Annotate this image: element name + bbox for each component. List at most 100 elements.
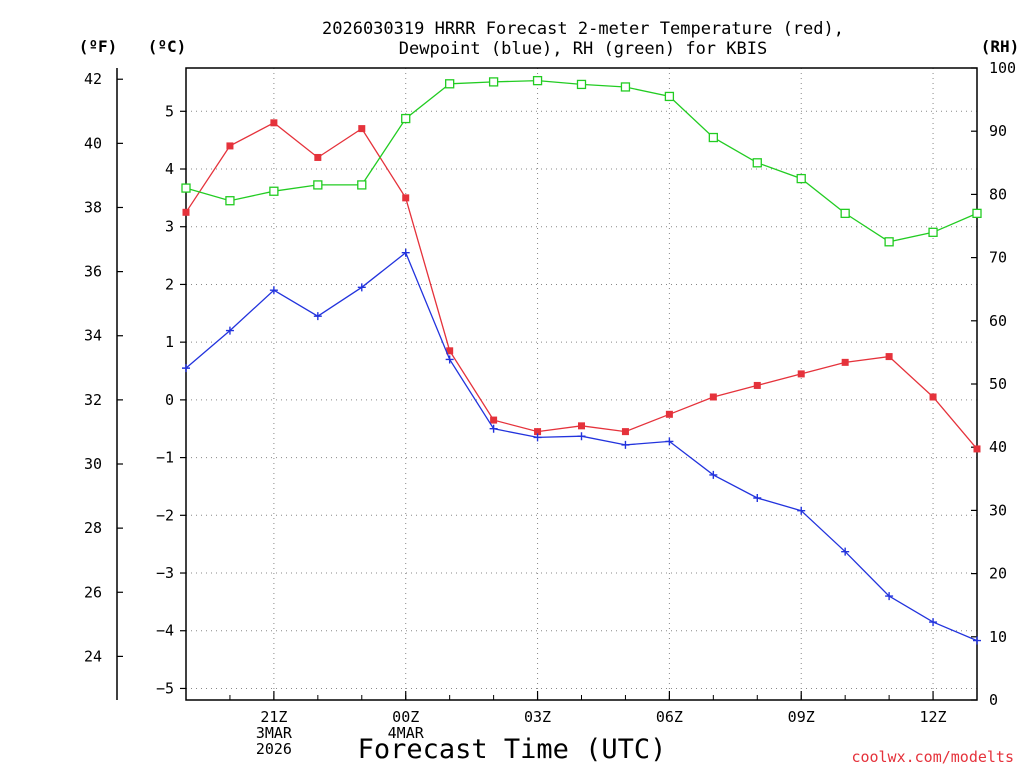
fahrenheit-tick-label: 24 <box>84 647 102 665</box>
celsius-tick-label: −1 <box>156 449 174 467</box>
rh-tick-label: 70 <box>989 249 1007 267</box>
dewpoint-point <box>929 618 938 627</box>
celsius-tick-label: 1 <box>165 333 174 351</box>
rh-point <box>972 208 982 219</box>
rh-point <box>269 186 279 196</box>
temperature-point <box>841 358 849 366</box>
rh-tick-label: 80 <box>989 185 1007 203</box>
fahrenheit-tick-label: 30 <box>84 455 102 473</box>
temperature-point <box>578 422 585 430</box>
dewpoint-point <box>401 248 410 257</box>
rh-point <box>576 79 587 90</box>
dewpoint-point <box>753 493 762 502</box>
x-tick-label: 09Z <box>788 708 815 726</box>
celsius-unit-label: (ºC) <box>148 37 187 56</box>
rh-point <box>884 237 894 247</box>
fahrenheit-tick-label: 34 <box>84 327 102 345</box>
temperature-point <box>490 416 498 424</box>
x-tick-label: 3MAR <box>256 724 293 742</box>
grid-lines <box>186 68 977 700</box>
celsius-tick-label: −5 <box>156 679 174 697</box>
rh-tick-label: 50 <box>989 375 1007 393</box>
fahrenheit-unit-label: (ºF) <box>79 37 118 56</box>
temperature-point <box>314 153 322 161</box>
fahrenheit-tick-label: 40 <box>84 134 102 152</box>
title-line: 2026030319 HRRR Forecast 2-meter Tempera… <box>322 19 844 39</box>
temperature-point <box>446 347 454 355</box>
temperature-point <box>797 370 805 378</box>
rh-line <box>185 79 978 243</box>
rh-point <box>313 180 323 190</box>
rh-tick-label: 40 <box>989 438 1007 456</box>
rh-tick-label: 0 <box>989 691 998 709</box>
temperature-point <box>973 445 981 453</box>
rh-tick-label: 10 <box>989 628 1007 646</box>
rh-tick-label: 30 <box>989 501 1007 519</box>
x-tick-label: 03Z <box>524 708 551 726</box>
plot-frame <box>185 67 978 701</box>
axis-unit-labels: (ºF) (ºC) (RH) <box>79 37 1020 56</box>
dewpoint-line <box>185 251 978 642</box>
temperature-point <box>709 393 717 401</box>
dewpoint-point <box>885 592 894 601</box>
fahrenheit-tick-label: 32 <box>84 391 102 409</box>
dewpoint-point <box>577 432 586 441</box>
temperature-point <box>402 194 410 202</box>
rh-point <box>532 75 543 86</box>
dewpoint-point <box>445 355 454 364</box>
dewpoint-point <box>665 437 674 446</box>
rh-tick-label: 20 <box>989 565 1007 583</box>
x-tick-label: 4MAR <box>388 724 425 742</box>
celsius-tick-label: 3 <box>165 218 174 236</box>
celsius-tick-label: 0 <box>165 391 174 409</box>
fahrenheit-tick-label: 36 <box>84 263 102 281</box>
rh-point <box>488 77 499 87</box>
temperature-point <box>358 125 366 133</box>
temperature-point <box>665 410 673 418</box>
rh-point <box>796 173 806 184</box>
celsius-axis: −5 −4 −3 −2 −1 0 1 2 3 4 5 <box>156 102 186 697</box>
celsius-tick-label: −2 <box>156 506 174 524</box>
rh-point <box>752 158 762 168</box>
dewpoint-point <box>709 470 718 479</box>
celsius-tick-label: −3 <box>156 564 174 582</box>
x-tick-label: 12Z <box>920 708 947 726</box>
dewpoint-point <box>841 547 850 556</box>
x-tick-label: 06Z <box>656 708 683 726</box>
x-tick-label: 00Z <box>392 708 419 726</box>
rh-point <box>445 79 455 89</box>
rh-point <box>225 196 235 206</box>
temperature-point <box>753 381 761 389</box>
rh-axis: 0 10 20 30 40 50 60 70 80 90 100 <box>971 59 1016 709</box>
fahrenheit-axis: 24 26 28 30 32 34 36 38 40 42 <box>84 70 123 665</box>
rh-tick-label: 90 <box>989 122 1007 140</box>
fahrenheit-tick-label: 42 <box>84 70 102 88</box>
fahrenheit-tick-label: 28 <box>84 519 102 537</box>
temperature-point <box>929 393 937 401</box>
temperature-point <box>621 428 629 436</box>
dewpoint-point <box>269 286 278 295</box>
celsius-tick-label: 4 <box>165 160 174 178</box>
rh-point <box>840 208 850 219</box>
dewpoint-point <box>533 433 542 442</box>
rh-tick-label: 100 <box>989 59 1016 77</box>
temperature-point <box>226 142 234 150</box>
x-axis-title: Forecast Time (UTC) <box>358 734 667 765</box>
dewpoint-point <box>973 636 981 645</box>
dewpoint-point <box>621 440 630 449</box>
fahrenheit-tick-label: 38 <box>84 198 102 216</box>
dewpoint-point <box>357 283 366 292</box>
rh-tick-label: 60 <box>989 312 1007 330</box>
x-tick-label: 2026 <box>256 740 292 758</box>
rh-point <box>357 180 367 190</box>
rh-point <box>181 183 191 193</box>
x-tick-label: 21Z <box>260 708 287 726</box>
celsius-tick-label: 2 <box>165 275 174 293</box>
temperature-point <box>885 353 893 361</box>
temperature-point <box>270 119 278 127</box>
dewpoint-point <box>489 424 498 433</box>
rh-point <box>928 227 938 237</box>
rh-point <box>708 132 718 143</box>
